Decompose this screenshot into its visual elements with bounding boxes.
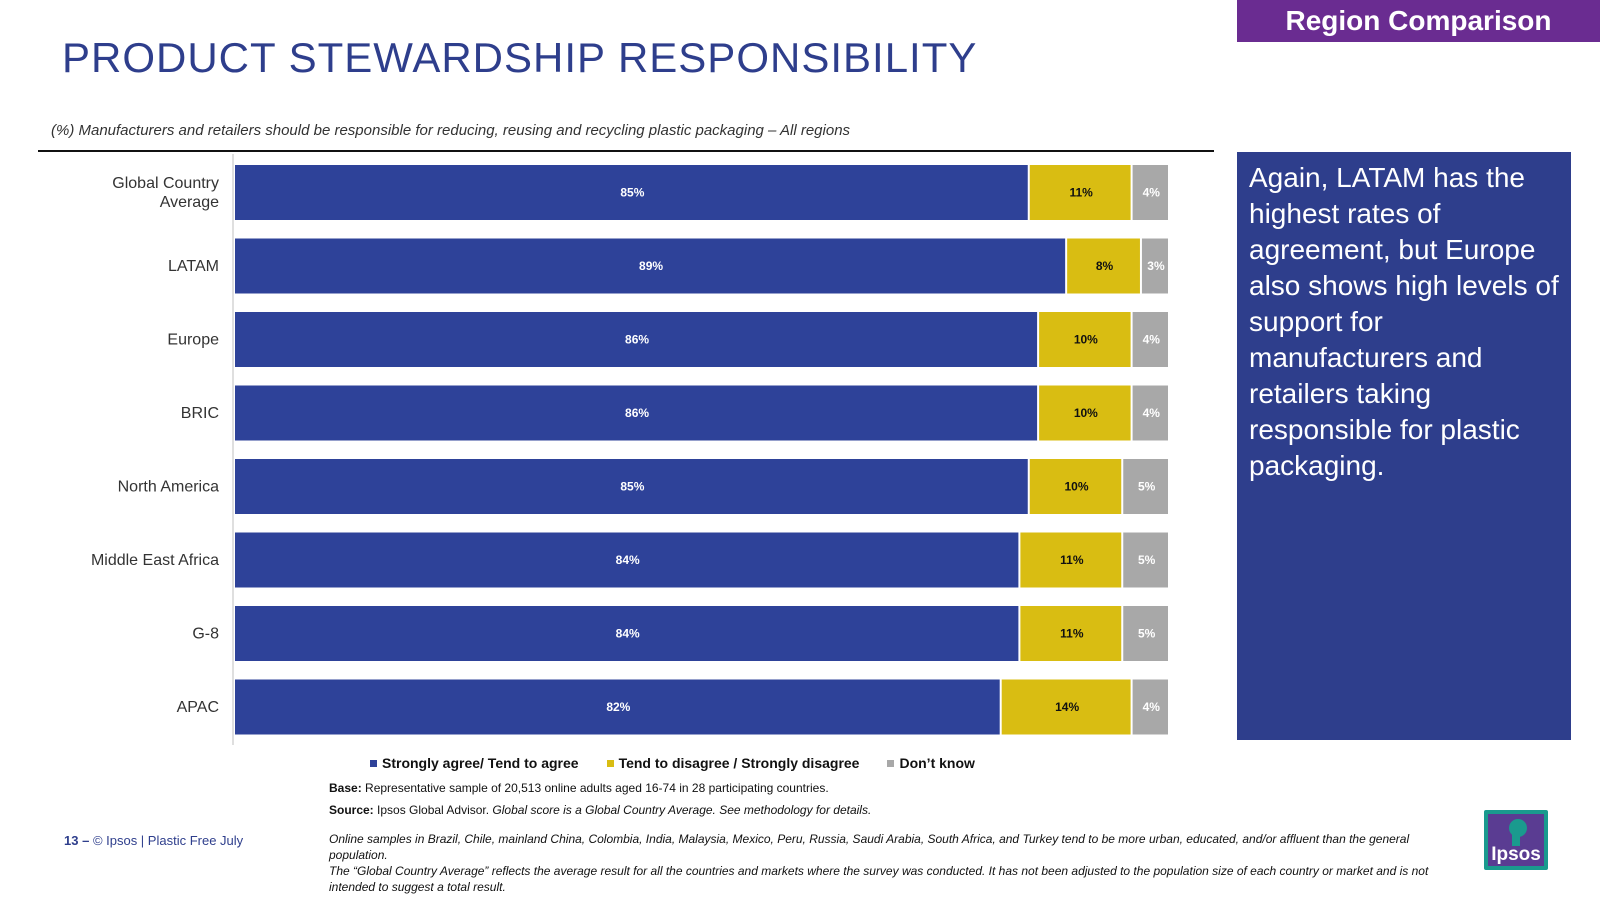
- insight-callout: Again, LATAM has the highest rates of ag…: [1237, 152, 1571, 740]
- methodology-footnotes: Online samples in Brazil, Chile, mainlan…: [329, 831, 1469, 895]
- data-label: 5%: [1138, 553, 1156, 567]
- data-label: 10%: [1064, 480, 1088, 494]
- data-label: 11%: [1060, 627, 1084, 641]
- legend-swatch-dontknow: [887, 759, 895, 767]
- source-note: Source: Ipsos Global Advisor. Global sco…: [329, 803, 871, 817]
- data-label: 82%: [606, 700, 630, 714]
- source-text: Ipsos Global Advisor.: [373, 803, 493, 817]
- data-label: 8%: [1096, 259, 1114, 273]
- header-rule: [38, 150, 1214, 152]
- data-label: 84%: [616, 627, 640, 641]
- source-label: Source:: [329, 803, 374, 817]
- bar-segment: [1123, 532, 1168, 588]
- bar-segment: [235, 606, 1019, 661]
- bar-segment: [1039, 385, 1131, 441]
- chart-subtitle: (%) Manufacturers and retailers should b…: [51, 122, 851, 139]
- ipsos-logo-mark: [1488, 814, 1544, 866]
- category-label: Global Country Average: [112, 175, 219, 211]
- page-number: 13 –: [64, 833, 90, 848]
- bar-segment: [1020, 532, 1122, 588]
- category-label: North America: [118, 479, 219, 496]
- bar-segment: [1039, 312, 1131, 367]
- data-label: 4%: [1143, 700, 1161, 714]
- data-label: 85%: [620, 480, 644, 494]
- bar-segment: [1132, 312, 1168, 367]
- footnote-2: The “Global Country Average” reflects th…: [329, 864, 1429, 894]
- data-label: 11%: [1060, 553, 1084, 567]
- section-tag: Region Comparison: [1237, 0, 1600, 42]
- source-italic: Global score is a Global Country Average…: [492, 803, 872, 817]
- legend-label-disagree: Tend to disagree / Strongly disagree: [618, 755, 860, 771]
- data-label: 3%: [1147, 259, 1165, 273]
- bar-segment: [1020, 606, 1122, 661]
- page-title: PRODUCT STEWARDSHIP RESPONSIBILITY: [62, 34, 978, 81]
- data-label: 4%: [1143, 406, 1161, 420]
- data-label: 5%: [1138, 627, 1156, 641]
- data-label: 85%: [620, 186, 644, 200]
- bar-segment: [1001, 679, 1131, 735]
- chart-legend: Strongly agree/ Tend to agree Tend to di…: [370, 755, 975, 771]
- bar-segment: [1067, 238, 1140, 294]
- bar-segment: [1029, 165, 1131, 220]
- legend-swatch-disagree: [606, 759, 614, 767]
- data-label: 4%: [1143, 333, 1161, 347]
- category-label: Europe: [167, 332, 219, 349]
- category-label: BRIC: [181, 405, 219, 422]
- base-text: Representative sample of 20,513 online a…: [361, 781, 829, 795]
- data-label: 5%: [1138, 480, 1156, 494]
- legend-label-dontknow: Don’t know: [899, 755, 975, 771]
- legend-item-dontknow: Don’t know: [887, 755, 975, 771]
- category-label: APAC: [177, 699, 219, 716]
- bar-segment: [1123, 606, 1168, 661]
- page-footer: 13 – © Ipsos | Plastic Free July: [64, 833, 243, 848]
- bar-segment: [235, 459, 1028, 514]
- legend-item-agree: Strongly agree/ Tend to agree: [370, 755, 579, 771]
- bar-segment: [235, 312, 1038, 367]
- data-label: 10%: [1074, 333, 1098, 347]
- bar-segment: [1132, 385, 1168, 441]
- category-label: LATAM: [168, 258, 219, 275]
- bar-segment: [235, 165, 1028, 220]
- category-label: Middle East Africa: [91, 552, 219, 569]
- bar-segment: [235, 679, 1000, 735]
- data-label: 86%: [625, 333, 649, 347]
- data-label: 11%: [1069, 186, 1093, 200]
- logo-text: Ipsos: [1491, 844, 1541, 865]
- legend-label-agree: Strongly agree/ Tend to agree: [382, 755, 579, 771]
- stacked-bar-chart: Global Country Average 85% 11% 4% LATAM 89% 8% 3…: [91, 154, 1168, 745]
- bar-segment: [235, 238, 1066, 294]
- base-note: Base: Representative sample of 20,513 on…: [329, 781, 829, 795]
- bar-segment: [1141, 238, 1168, 294]
- bar-segment: [1132, 679, 1168, 735]
- bar-segment: [235, 532, 1019, 588]
- data-label: 86%: [625, 406, 649, 420]
- footer-text: © Ipsos | Plastic Free July: [92, 833, 244, 848]
- base-label: Base:: [329, 781, 362, 795]
- footnote-1: Online samples in Brazil, Chile, mainlan…: [329, 832, 1410, 862]
- legend-swatch-agree: [370, 759, 377, 767]
- legend-item-disagree: Tend to disagree / Strongly disagree: [606, 755, 860, 771]
- data-label: 14%: [1055, 700, 1079, 714]
- bar-segment: [1029, 459, 1122, 514]
- data-label: 84%: [616, 553, 640, 567]
- data-label: 10%: [1074, 406, 1098, 420]
- bar-segment: [1132, 165, 1168, 220]
- data-label: 89%: [639, 259, 663, 273]
- data-label: 4%: [1143, 186, 1161, 200]
- category-label: G-8: [192, 626, 219, 643]
- bar-segment: [1123, 459, 1168, 514]
- bar-segment: [235, 385, 1038, 441]
- ipsos-logo: Ipsos: [1484, 810, 1548, 870]
